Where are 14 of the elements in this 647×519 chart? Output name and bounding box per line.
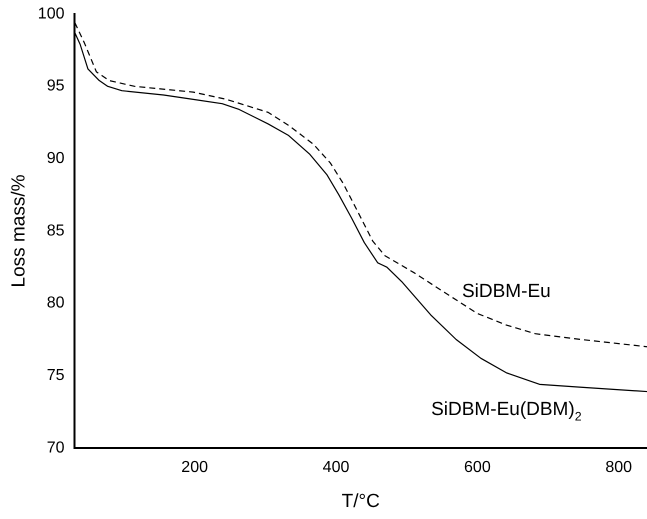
series-label: SiDBM-Eu: [462, 281, 551, 302]
y-tick-label: 70: [46, 439, 65, 456]
x-axis-title: T/°C: [342, 490, 380, 512]
y-tick-label: 95: [46, 78, 65, 95]
y-tick-label: 80: [46, 294, 65, 312]
x-tick-label: 600: [464, 459, 491, 476]
x-tick-label: 400: [322, 459, 350, 476]
x-tick-label: 200: [181, 459, 208, 476]
y-tick-label: 100: [38, 5, 65, 22]
x-tick-label: 800: [605, 459, 632, 476]
y-tick-label: 75: [46, 367, 65, 384]
y-tick-label: 85: [46, 222, 65, 240]
y-axis-title: Loss mass/%: [8, 174, 30, 288]
y-tick-label: 90: [46, 150, 65, 168]
